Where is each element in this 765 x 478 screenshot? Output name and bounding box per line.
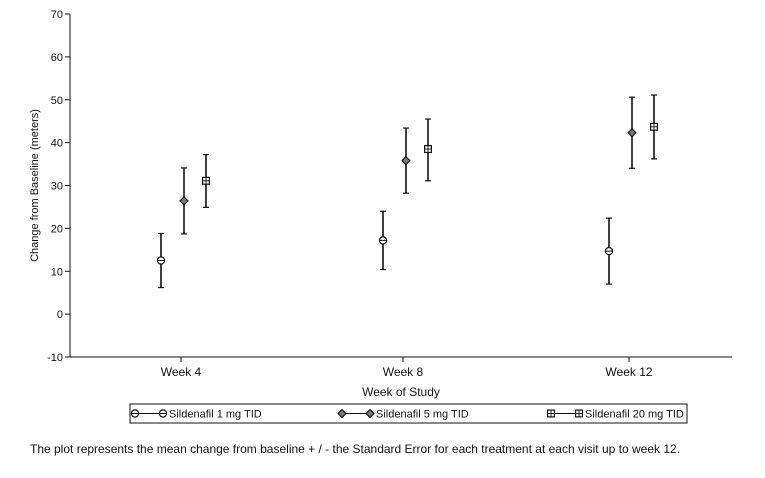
y-tick-label: 10 bbox=[51, 266, 63, 278]
legend-label: Sildenafil 20 mg TID bbox=[585, 409, 684, 421]
y-tick-label: 30 bbox=[51, 181, 63, 193]
y-tick-label: 60 bbox=[51, 52, 63, 64]
y-axis-title: Change from Baseline (meters) bbox=[29, 109, 41, 262]
y-tick-label: 20 bbox=[51, 223, 63, 235]
legend: Sildenafil 1 mg TID Sildenafil 5 mg TID Si… bbox=[129, 403, 688, 424]
x-tick-label: Week 8 bbox=[383, 365, 424, 379]
mean-marker-diamond bbox=[179, 196, 189, 206]
mean-marker-diamond bbox=[401, 155, 411, 166]
y-tick-label: 40 bbox=[51, 138, 63, 150]
legend-box bbox=[129, 403, 688, 424]
legend-marker-diamond bbox=[365, 408, 375, 419]
x-tick-label: Week 12 bbox=[605, 365, 652, 379]
marks-layer bbox=[156, 94, 658, 289]
legend-label: Sildenafil 1 mg TID bbox=[169, 409, 262, 421]
y-tick-label: 0 bbox=[57, 309, 63, 321]
x-tick-label: Week 4 bbox=[161, 365, 202, 379]
chart-caption: The plot represents the mean change from… bbox=[30, 442, 681, 456]
legend-label: Sildenafil 5 mg TID bbox=[376, 409, 469, 421]
axes-layer: -10 0 10 20 30 40 50 60 70 Week 4 Week 8 Week 12 Wee… bbox=[29, 9, 732, 399]
y-tick-label: 50 bbox=[51, 95, 63, 107]
y-tick-label: -10 bbox=[47, 352, 63, 364]
x-axis-title: Week of Study bbox=[362, 385, 440, 399]
mean-marker-diamond bbox=[627, 127, 637, 138]
legend-marker-diamond bbox=[337, 408, 347, 419]
y-tick-label: 70 bbox=[51, 9, 63, 21]
